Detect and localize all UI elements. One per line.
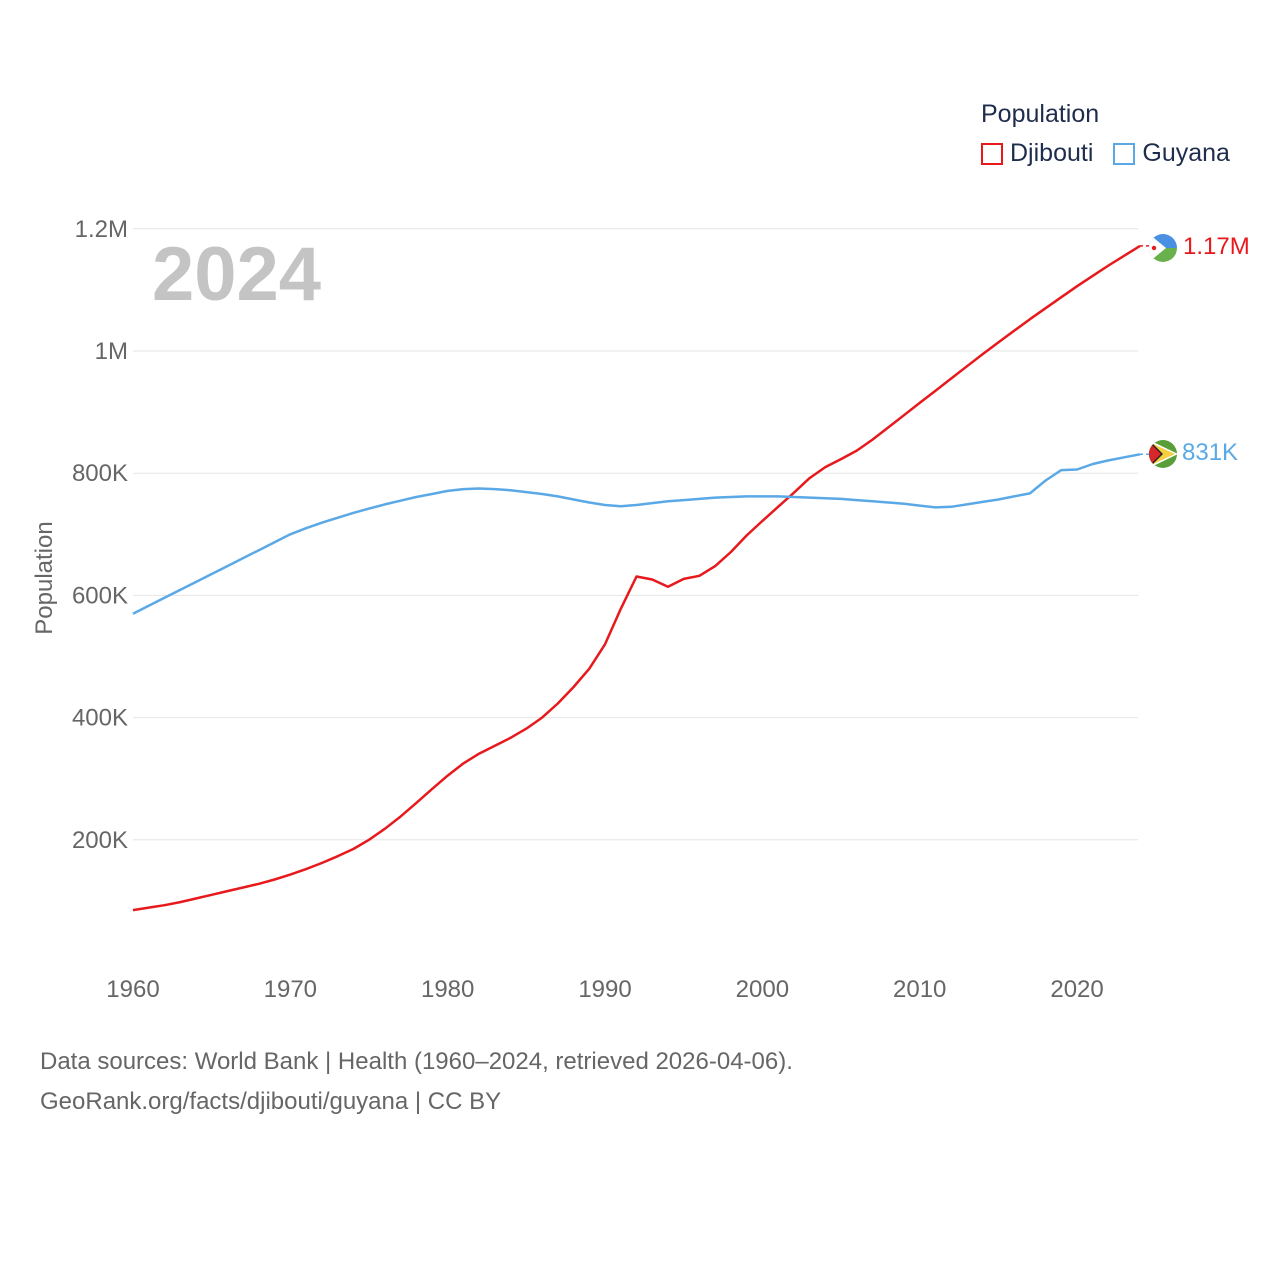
- djibouti-flag-icon: [1149, 234, 1177, 262]
- legend: Population Djibouti Guyana: [981, 100, 1250, 168]
- y-axis-title: Population: [31, 521, 58, 634]
- guyana-flag-icon: [1149, 440, 1177, 468]
- x-tick-label: 2020: [1050, 976, 1103, 1003]
- source-line: Data sources: World Bank | Health (1960–…: [40, 1048, 793, 1075]
- source-footer: Data sources: World Bank | Health (1960–…: [40, 1042, 793, 1122]
- series-line-djibouti[interactable]: [132, 244, 1141, 912]
- x-tick-label: 2000: [736, 976, 789, 1003]
- legend-item-djibouti[interactable]: Djibouti: [981, 139, 1093, 168]
- legend-label-guyana: Guyana: [1142, 139, 1230, 167]
- y-tick-label: 1.2M: [75, 216, 128, 243]
- current-year-label: 2024: [152, 232, 321, 317]
- x-tick-label: 1990: [578, 976, 631, 1003]
- djibouti-end-value-label: 1.17M: [1183, 233, 1250, 260]
- y-tick-label: 200K: [72, 827, 128, 854]
- y-axis-ticks: 200K 400K 600K 800K 1M 1.2M: [72, 216, 128, 854]
- legend-title: Population: [981, 100, 1100, 128]
- legend-label-djibouti: Djibouti: [1010, 139, 1094, 167]
- y-tick-label: 1M: [95, 338, 128, 365]
- y-tick-label: 600K: [72, 582, 128, 609]
- attribution-line[interactable]: GeoRank.org/facts/djibouti/guyana | CC B…: [40, 1088, 502, 1115]
- y-tick-label: 800K: [72, 460, 128, 487]
- x-tick-label: 1980: [421, 976, 474, 1003]
- gridlines: [133, 228, 1138, 841]
- legend-item-guyana[interactable]: Guyana: [1113, 139, 1230, 168]
- series-line-guyana[interactable]: [132, 453, 1141, 615]
- legend-swatch-guyana: [1113, 142, 1136, 165]
- x-tick-label: 2010: [893, 976, 946, 1003]
- x-axis-ticks: 1960 1970 1980 1990 2000 2010 2020: [106, 976, 1103, 1003]
- y-tick-label: 400K: [72, 705, 128, 732]
- series-lines: [132, 244, 1149, 912]
- x-tick-label: 1970: [264, 976, 317, 1003]
- guyana-end-value-label: 831K: [1182, 439, 1238, 466]
- legend-swatch-djibouti: [981, 142, 1003, 165]
- x-tick-label: 1960: [106, 976, 159, 1003]
